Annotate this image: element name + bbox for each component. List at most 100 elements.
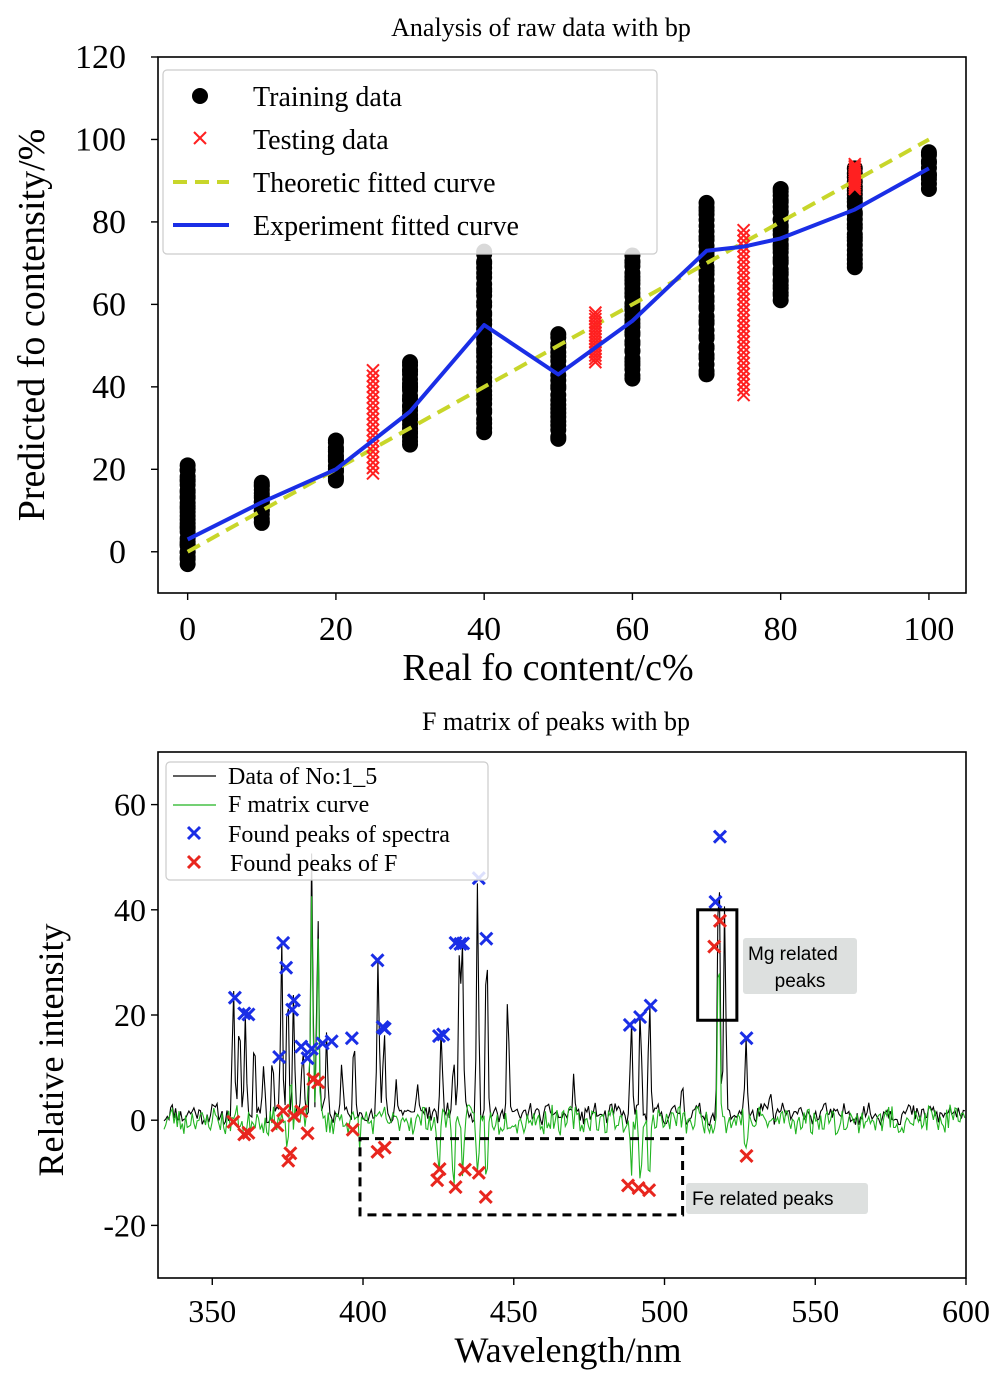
training-point [253,474,270,491]
y-tick-label: 120 [75,39,126,76]
x-tick-label: 600 [942,1293,990,1329]
f-peak-point [707,939,722,954]
f-peak-point [631,1180,646,1196]
spectra-peak-point [739,1031,754,1046]
chart2-legend: Data of No:1_5 F matrix curve Found peak… [165,761,489,881]
testing-point [736,287,751,301]
testing-point [736,271,751,285]
legend-spectra-peaks-label: Found peaks of spectra [228,822,450,848]
f-peak-point [241,1125,256,1140]
y-tick-label: 40 [114,892,146,928]
f-peak-point [620,1178,636,1193]
training-point [772,180,789,197]
f-peak-point [471,1165,486,1180]
chart1-y-axis: 0 20 40 60 80 100 120 [75,39,158,571]
chart2-x-axis: 350 400 450 500 550 600 [188,1278,990,1329]
mg-peaks-label-line2: peaks [775,971,826,992]
fe-peaks-label: Fe related peaks [692,1189,834,1210]
spectra-peak-point [377,1021,392,1036]
testing-point [736,351,751,365]
testing-point [848,161,862,176]
testing-point [736,228,751,243]
chart1-legend: Training data Testing data Theoretic fit… [162,69,658,255]
testing-point [736,303,751,317]
legend-training-marker [192,88,208,104]
testing-point [366,396,380,410]
spectra-peak-point [712,829,728,844]
testing-point [736,250,751,264]
chart1-marks [179,137,937,573]
f-peak-point [739,1148,754,1164]
testing-point [736,266,751,280]
annotation-mg-peaks: Mg related peaks [696,908,857,1022]
f-peak-point [237,1127,252,1142]
chart1-x-label: Real fo content/c% [402,647,693,689]
f-peak-point [345,1122,360,1137]
testing-point [366,412,380,426]
testing-point [366,445,380,459]
fe-peaks-box [358,1137,685,1217]
legend-f-peaks-label: Found peaks of F [230,851,397,877]
spectra-peak-point [237,1006,252,1021]
f-peak-point [283,1146,298,1161]
fe-peaks-label-bg [686,1183,868,1214]
mg-peaks-label-line1: Mg related [748,944,838,965]
y-tick-label: 80 [92,204,126,241]
legend-experiment-label: Experiment fitted curve [253,211,519,242]
testing-point [736,281,751,296]
testing-point [366,369,380,383]
spectra-peak-point [370,953,385,968]
training-point [179,457,196,474]
testing-point [736,324,751,338]
training-point [698,194,715,211]
testing-point [736,260,751,275]
y-tick-label: 60 [92,286,126,323]
testing-point [366,417,380,432]
f-peak-point [377,1140,392,1155]
f-peak-point [370,1144,385,1159]
f-peak-point [276,1103,291,1118]
training-point [327,432,344,449]
spectra-peak-point [276,935,291,950]
chart2-y-label: Relative intensity [31,924,71,1177]
f-peak-point [642,1183,657,1198]
legend-data-label: Data of No:1_5 [228,764,377,790]
f-peak-point [457,1162,472,1177]
testing-point [736,345,751,360]
legend-f-peaks-marker [186,854,202,870]
testing-point [366,363,380,378]
spectra-peak-point [300,1051,315,1066]
chart2-legend-box [165,761,489,881]
spectra-peak-point [241,1007,256,1022]
chart1-frame [157,56,967,594]
x-tick-label: 60 [615,611,649,648]
testing-point [848,159,862,174]
testing-point [366,455,380,470]
legend-spectra-peaks-marker [186,825,202,841]
testing-data-series [366,157,862,481]
testing-point [736,292,751,307]
x-tick-label: 500 [641,1293,689,1329]
testing-point [736,255,751,269]
y-tick-label: 60 [114,787,146,823]
testing-point [736,377,751,392]
x-tick-label: 100 [903,611,954,648]
f-peak-point [430,1173,445,1188]
chart1-legend-box [162,69,658,255]
testing-point [736,356,751,370]
legend-training-label: Training data [253,82,403,113]
testing-point [736,383,751,397]
testing-point [736,388,751,402]
chart-f-matrix: F matrix of peaks with bp 350 400 450 500 55… [31,707,990,1370]
legend-testing-label: Testing data [253,125,389,156]
testing-point [736,329,751,344]
spectra-peak-point [304,1041,319,1056]
spectra-peak-point [324,1034,339,1049]
y-tick-label: 100 [75,121,126,158]
testing-point [736,308,751,322]
x-tick-label: 80 [764,611,798,648]
spectra-peak-point [344,1031,359,1046]
chart2-x-label: Wavelength/nm [454,1330,681,1370]
testing-point [736,340,751,354]
training-point [402,354,419,371]
